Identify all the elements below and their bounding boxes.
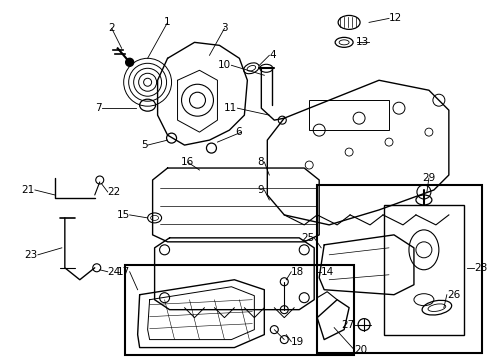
Circle shape <box>125 58 133 66</box>
Text: 23: 23 <box>24 250 38 260</box>
Text: 22: 22 <box>107 187 121 197</box>
Bar <box>308 100 388 130</box>
Text: 13: 13 <box>355 37 368 48</box>
Text: 20: 20 <box>353 345 366 355</box>
Text: 8: 8 <box>257 157 264 167</box>
Text: 27: 27 <box>340 320 353 330</box>
Text: 1: 1 <box>164 17 170 27</box>
Text: 5: 5 <box>141 140 147 150</box>
Text: 16: 16 <box>181 157 194 167</box>
Text: 24: 24 <box>107 267 121 277</box>
Text: 3: 3 <box>221 23 227 33</box>
Text: 18: 18 <box>291 267 304 277</box>
Text: 7: 7 <box>95 103 102 113</box>
Text: 4: 4 <box>269 50 275 60</box>
Text: 25: 25 <box>300 233 314 243</box>
Text: 11: 11 <box>224 103 237 113</box>
Text: 10: 10 <box>218 60 231 70</box>
Text: 9: 9 <box>257 185 264 195</box>
Text: 28: 28 <box>473 263 486 273</box>
Text: 14: 14 <box>321 267 334 277</box>
Text: 17: 17 <box>116 267 129 277</box>
Bar <box>383 205 463 334</box>
Text: 26: 26 <box>446 290 459 300</box>
Text: 29: 29 <box>422 173 435 183</box>
Text: 12: 12 <box>388 13 402 23</box>
Text: 2: 2 <box>108 23 115 33</box>
Text: 19: 19 <box>291 337 304 347</box>
Text: 15: 15 <box>116 210 129 220</box>
Text: 6: 6 <box>234 127 241 137</box>
Bar <box>124 265 353 355</box>
Bar <box>317 185 481 352</box>
Text: 21: 21 <box>21 185 35 195</box>
